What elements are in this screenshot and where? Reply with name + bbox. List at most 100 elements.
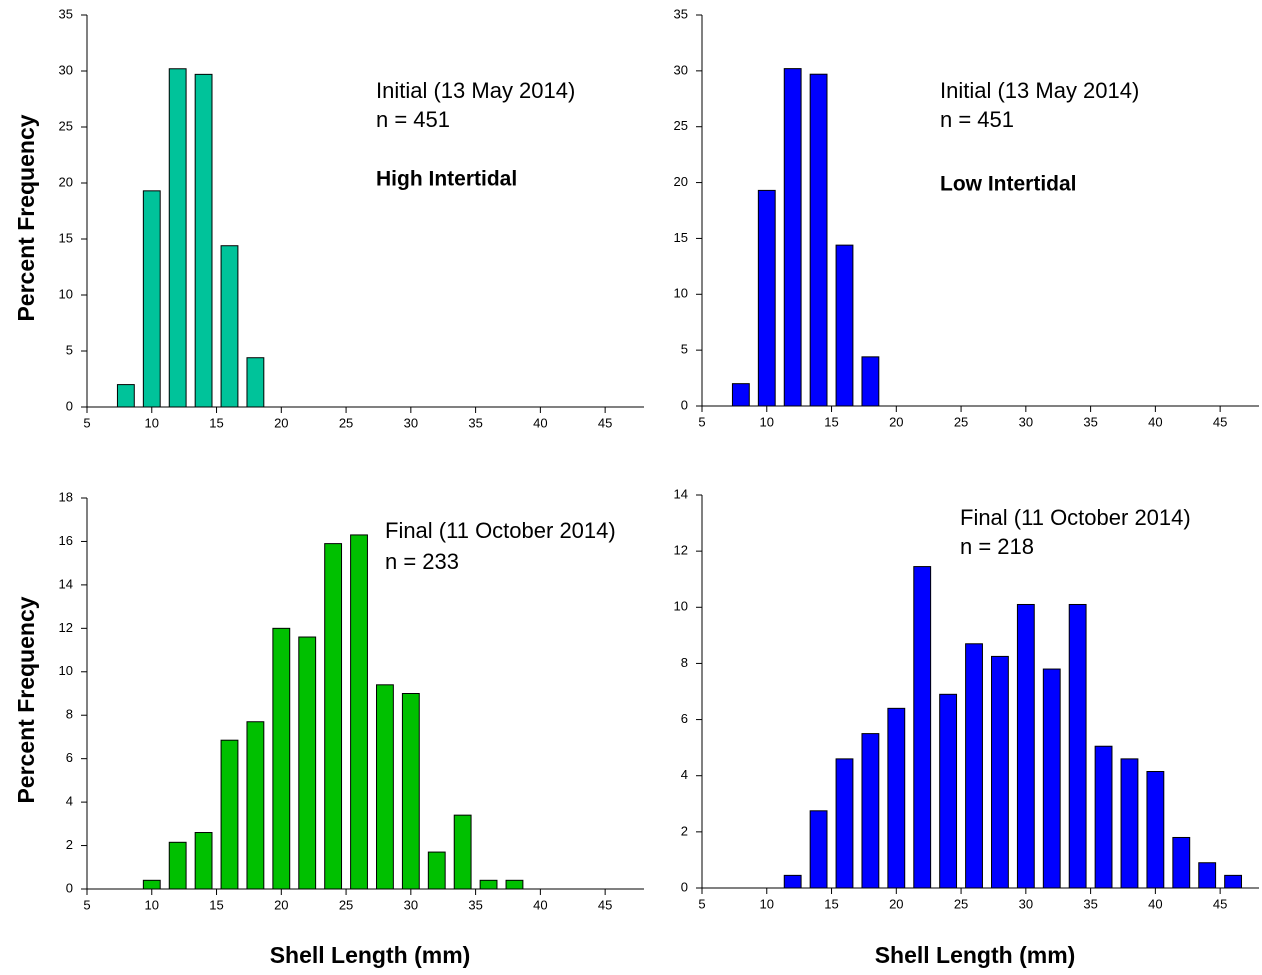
- y-tick-label: 10: [674, 599, 688, 614]
- y-tick-label: 5: [681, 342, 688, 357]
- bar: [913, 566, 932, 889]
- x-tick-label: 45: [1213, 414, 1227, 429]
- y-tick-label: 20: [59, 174, 73, 189]
- bar: [194, 832, 213, 890]
- y-tick-label: 14: [674, 486, 688, 501]
- y-axis-label: Percent Frequency: [13, 114, 39, 321]
- bar: [835, 244, 854, 407]
- bar: [479, 879, 498, 890]
- y-tick-label: 30: [674, 62, 688, 77]
- y-tick-label: 10: [674, 286, 688, 301]
- bar: [1016, 603, 1035, 889]
- x-tick-label: 20: [274, 415, 288, 430]
- annotation: n = 218: [960, 534, 1034, 559]
- x-tick-label: 30: [1019, 896, 1033, 911]
- x-tick-label: 15: [824, 896, 838, 911]
- y-tick-label: 2: [681, 823, 688, 838]
- bar: [1068, 603, 1087, 889]
- x-tick-label: 20: [889, 414, 903, 429]
- bar: [298, 636, 317, 890]
- x-tick-label: 15: [824, 414, 838, 429]
- x-tick-label: 5: [83, 897, 90, 912]
- x-tick-label: 5: [698, 896, 705, 911]
- y-tick-label: 4: [681, 767, 688, 782]
- x-tick-label: 25: [339, 415, 353, 430]
- x-tick-label: 35: [468, 415, 482, 430]
- bar: [757, 189, 776, 407]
- bar: [809, 810, 828, 889]
- bar: [861, 356, 880, 407]
- bar: [1198, 862, 1217, 889]
- y-tick-label: 8: [66, 707, 73, 722]
- annotation: Initial (13 May 2014): [940, 78, 1139, 103]
- x-tick-label: 10: [760, 414, 774, 429]
- bar: [965, 643, 983, 889]
- bar: [809, 73, 828, 407]
- bar: [376, 684, 394, 890]
- y-tick-label: 18: [59, 489, 73, 504]
- annotation: Low Intertidal: [940, 173, 1077, 196]
- bar: [1146, 771, 1165, 889]
- y-tick-label: 12: [59, 620, 73, 635]
- y-tick-label: 0: [681, 397, 688, 412]
- bar: [1224, 874, 1243, 889]
- x-tick-label: 15: [209, 415, 223, 430]
- y-tick-label: 0: [66, 880, 73, 895]
- bar: [505, 879, 524, 890]
- x-axis-label: Shell Length (mm): [875, 942, 1076, 968]
- annotation: Initial (13 May 2014): [376, 78, 575, 103]
- y-tick-label: 0: [66, 398, 73, 413]
- bar: [350, 534, 368, 890]
- bar: [991, 655, 1009, 889]
- y-tick-label: 12: [674, 543, 688, 558]
- x-tick-label: 30: [1019, 414, 1033, 429]
- bar: [324, 543, 343, 890]
- y-tick-label: 10: [59, 286, 73, 301]
- bar: [887, 707, 906, 889]
- x-tick-label: 10: [760, 896, 774, 911]
- x-tick-label: 35: [1083, 896, 1097, 911]
- y-tick-label: 2: [66, 837, 73, 852]
- x-tick-label: 45: [1213, 896, 1227, 911]
- x-tick-label: 35: [1083, 414, 1097, 429]
- y-tick-label: 14: [59, 576, 73, 591]
- bar: [194, 73, 213, 408]
- bar: [427, 851, 446, 890]
- x-tick-label: 40: [533, 415, 547, 430]
- bar: [246, 721, 265, 890]
- annotation: High Intertidal: [376, 168, 517, 191]
- annotation: n = 451: [940, 107, 1014, 132]
- bar: [731, 383, 750, 407]
- y-tick-label: 25: [59, 118, 73, 133]
- x-tick-label: 45: [598, 415, 612, 430]
- bar: [142, 190, 161, 408]
- y-tick-label: 15: [674, 230, 688, 245]
- y-tick-label: 35: [59, 6, 73, 21]
- bar: [939, 693, 958, 889]
- x-tick-label: 40: [533, 897, 547, 912]
- annotation: n = 233: [385, 549, 459, 574]
- y-tick-label: 16: [59, 533, 73, 548]
- y-tick-label: 15: [59, 230, 73, 245]
- y-tick-label: 30: [59, 62, 73, 77]
- x-tick-label: 40: [1148, 414, 1162, 429]
- bar: [835, 758, 854, 889]
- x-tick-label: 30: [404, 415, 418, 430]
- x-tick-label: 30: [404, 897, 418, 912]
- x-tick-label: 20: [274, 897, 288, 912]
- bar: [1172, 836, 1191, 889]
- bar: [220, 245, 239, 408]
- y-tick-label: 35: [674, 6, 688, 21]
- bar: [168, 68, 187, 408]
- bar: [401, 693, 420, 890]
- x-tick-label: 15: [209, 897, 223, 912]
- y-tick-label: 4: [66, 794, 73, 809]
- x-tick-label: 35: [468, 897, 482, 912]
- x-tick-label: 45: [598, 897, 612, 912]
- bar: [220, 739, 239, 890]
- x-tick-label: 25: [339, 897, 353, 912]
- bar: [453, 814, 472, 890]
- y-tick-label: 5: [66, 342, 73, 357]
- bar: [272, 627, 291, 890]
